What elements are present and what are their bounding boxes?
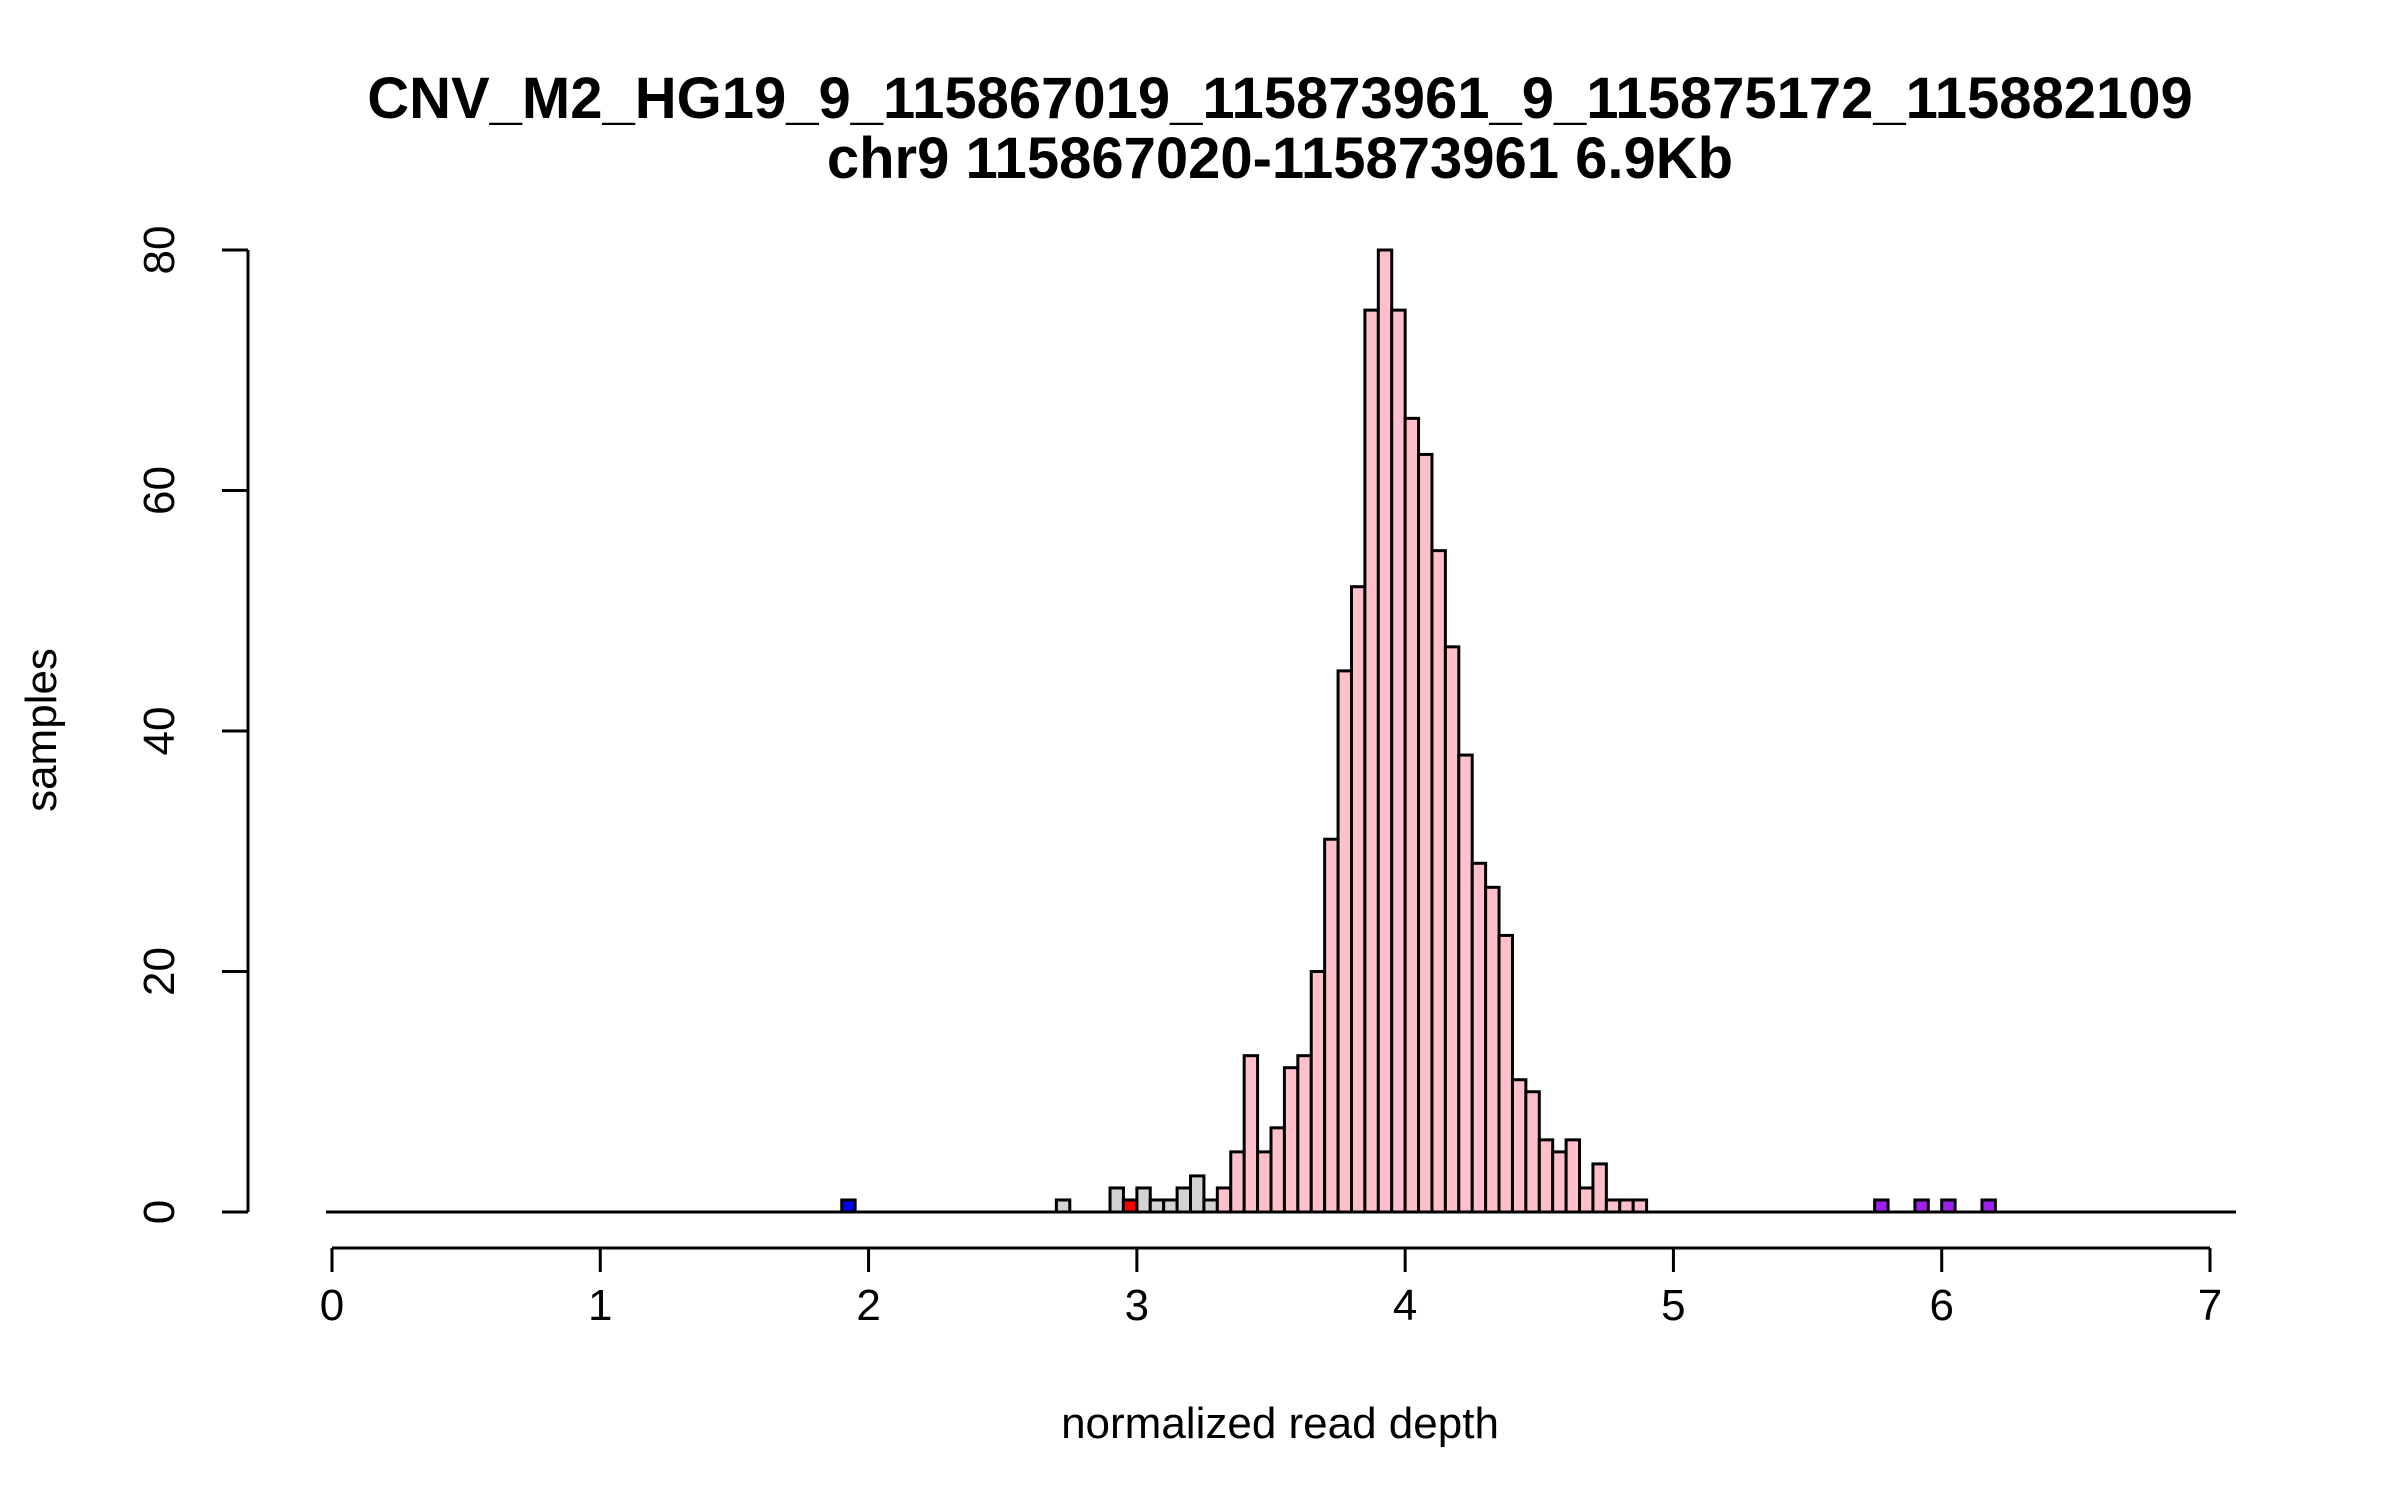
histogram-bar-pink xyxy=(1296,1054,1313,1214)
x-tick-label: 1 xyxy=(588,1281,612,1330)
histogram-bar-grey xyxy=(1108,1186,1125,1214)
histogram-bar-pink xyxy=(1524,1090,1541,1214)
histogram-bar-purple xyxy=(1980,1198,1997,1214)
histogram-bar-pink xyxy=(1551,1150,1568,1214)
histogram-bar-pink xyxy=(1229,1150,1246,1214)
histogram-bar-pink xyxy=(1403,416,1421,1214)
y-tick-label: 20 xyxy=(135,947,184,996)
histogram-bar-pink xyxy=(1349,585,1367,1214)
histogram-bar-grey xyxy=(1054,1198,1072,1214)
histogram-bar-pink xyxy=(1430,549,1447,1214)
histogram-bar-pink xyxy=(1510,1078,1528,1214)
chart-subtitle: chr9 115867020-115873961 6.9Kb xyxy=(827,126,1733,191)
x-axis-label: normalized read depth xyxy=(1061,1399,1499,1448)
histogram-bar-pink xyxy=(1537,1138,1555,1214)
histogram-bar-pink xyxy=(1269,1126,1286,1214)
histogram-bar-purple xyxy=(1913,1198,1930,1214)
y-tick-label: 40 xyxy=(135,707,184,756)
histogram-bar-pink xyxy=(1336,669,1353,1214)
histogram-bar-grey xyxy=(1175,1186,1193,1214)
x-axis-ticks: 0 1 2 3 4 5 6 7 xyxy=(320,1248,2222,1330)
histogram-bar-blue xyxy=(840,1198,857,1214)
histogram-bar-grey xyxy=(1135,1186,1152,1214)
histogram-bar-grey xyxy=(1148,1198,1166,1214)
histogram-bar-pink xyxy=(1256,1150,1273,1214)
histogram-bar-purple xyxy=(1873,1198,1890,1214)
histogram-bar-grey xyxy=(1189,1174,1206,1214)
x-tick-label: 2 xyxy=(856,1281,880,1330)
histogram-bar-pink xyxy=(1215,1186,1233,1214)
histogram-bar-pink xyxy=(1282,1066,1300,1214)
histogram-bar-pink xyxy=(1578,1186,1595,1214)
x-tick-label: 0 xyxy=(320,1281,344,1330)
histogram-bar-pink xyxy=(1443,645,1461,1214)
histogram-bar-red xyxy=(1121,1198,1139,1214)
x-tick-label: 4 xyxy=(1393,1281,1417,1330)
y-tick-label: 80 xyxy=(135,226,184,275)
y-axis-label: samples xyxy=(17,648,66,812)
x-tick-label: 7 xyxy=(2198,1281,2222,1330)
histogram-bar-pink xyxy=(1631,1198,1649,1214)
histogram-bar-grey xyxy=(1162,1198,1179,1214)
histogram-bar-pink xyxy=(1497,933,1514,1214)
histogram-bar-pink xyxy=(1591,1162,1608,1214)
histogram-bar-grey xyxy=(1202,1198,1219,1214)
histogram-bar-pink xyxy=(1376,248,1394,1214)
x-tick-label: 3 xyxy=(1125,1281,1149,1330)
y-tick-label: 0 xyxy=(135,1200,184,1224)
histogram-bar-pink xyxy=(1323,837,1340,1214)
histogram-bar-pink xyxy=(1604,1198,1622,1214)
histogram-bar-pink xyxy=(1417,452,1434,1214)
histogram-bar-pink xyxy=(1363,308,1380,1214)
chart-title: CNV_M2_HG19_9_115867019_115873961_9_1158… xyxy=(367,66,2193,131)
histogram-bar-pink xyxy=(1457,753,1474,1214)
histogram-bar-pink xyxy=(1484,885,1501,1214)
bars-group xyxy=(840,248,1997,1214)
histogram-bar-pink xyxy=(1618,1198,1635,1214)
x-tick-label: 5 xyxy=(1661,1281,1685,1330)
histogram-bar-pink xyxy=(1564,1138,1582,1214)
x-tick-label: 6 xyxy=(1929,1281,1953,1330)
histogram-bar-pink xyxy=(1390,308,1407,1214)
histogram-bar-pink xyxy=(1470,861,1488,1214)
histogram-bar-pink xyxy=(1309,970,1327,1214)
histogram-bar-purple xyxy=(1940,1198,1957,1214)
y-tick-label: 60 xyxy=(135,466,184,515)
y-axis-ticks: 0 20 40 60 80 xyxy=(135,226,248,1224)
histogram-bar-pink xyxy=(1242,1054,1260,1214)
